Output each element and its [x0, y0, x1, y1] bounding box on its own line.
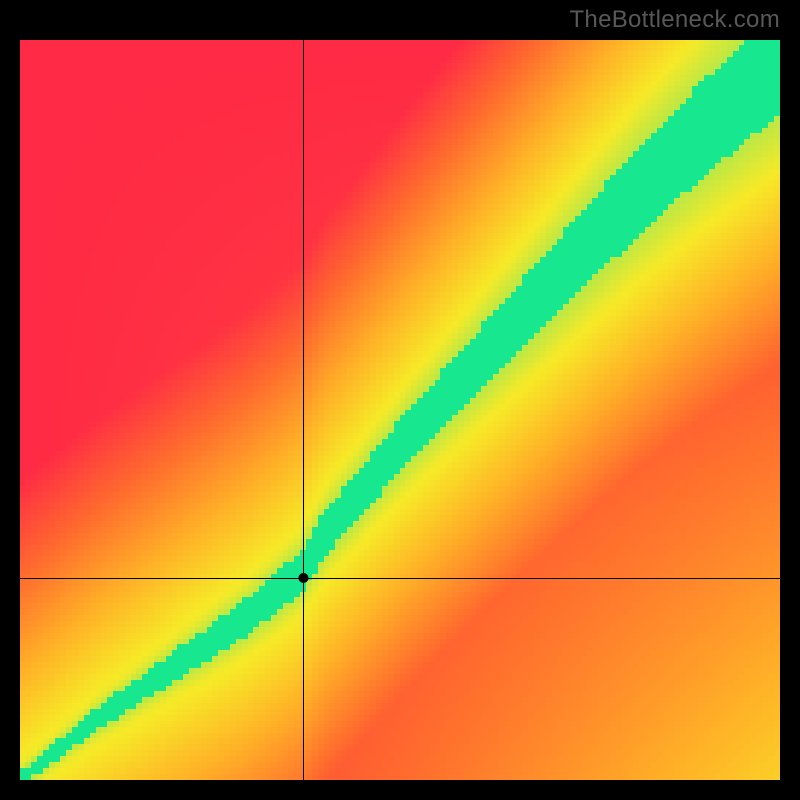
watermark-text: TheBottleneck.com: [569, 6, 780, 34]
bottleneck-heatmap: [20, 40, 780, 780]
heatmap-canvas: [20, 40, 780, 780]
